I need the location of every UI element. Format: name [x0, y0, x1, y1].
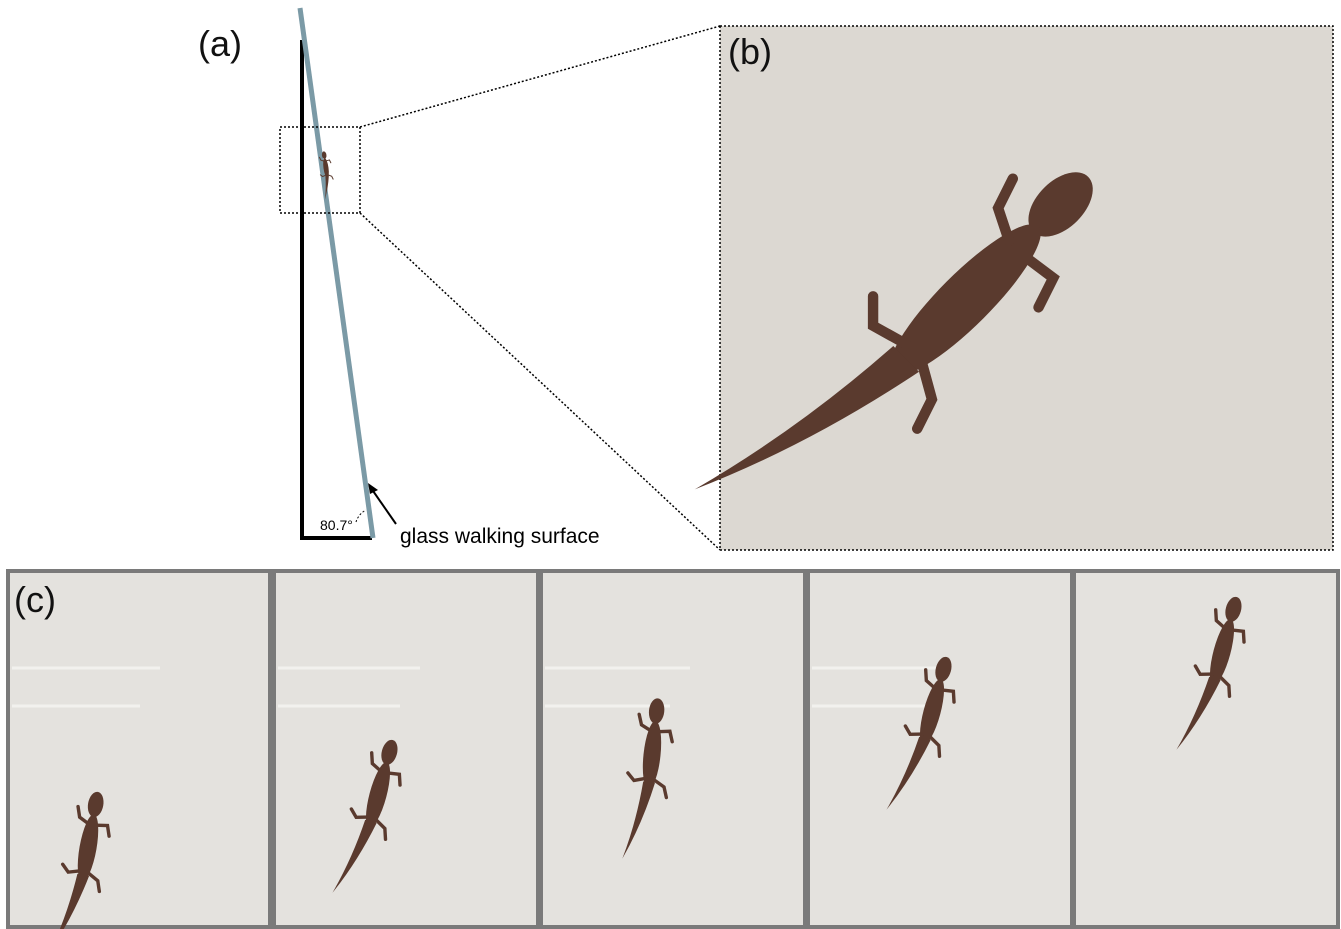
angle-label: 80.7° — [320, 517, 353, 533]
angle-arc — [356, 510, 366, 522]
panel-label: (a) — [198, 23, 242, 64]
panel-label: (b) — [728, 31, 772, 72]
glass-surface — [300, 8, 373, 538]
arrow — [371, 488, 396, 524]
arrow-head — [368, 483, 378, 494]
zoom-line — [360, 213, 720, 550]
figure: (a) 80.7° glass walking surface (b) (c) — [0, 0, 1341, 929]
photo-strip — [8, 571, 1338, 927]
gecko — [317, 151, 336, 200]
annotation: glass walking surface — [400, 525, 600, 548]
zoom-line — [360, 26, 720, 127]
panel-label: (c) — [14, 579, 56, 620]
photo-panel — [720, 26, 1333, 550]
